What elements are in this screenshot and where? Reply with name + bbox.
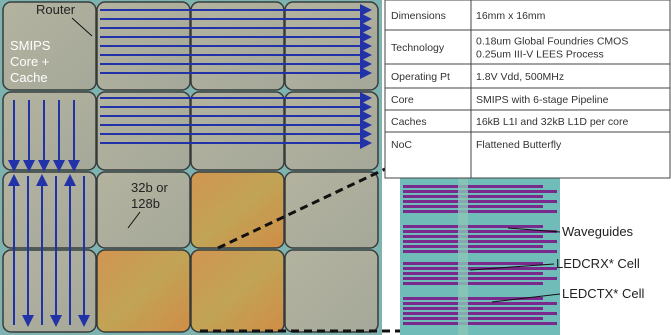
waveguide — [403, 250, 557, 253]
inset — [400, 160, 560, 335]
cell-key: Core — [391, 94, 414, 106]
waveguide — [403, 262, 543, 265]
tile — [97, 250, 190, 332]
waveguide — [403, 225, 543, 228]
cell-key: Operating Pt — [391, 71, 450, 83]
router-label: Router — [36, 2, 76, 17]
waveguide — [403, 235, 543, 238]
tile — [3, 92, 96, 170]
waveguide — [403, 272, 543, 275]
waveguide — [403, 307, 543, 310]
tile — [285, 172, 378, 248]
waveguide — [403, 277, 557, 280]
cell-value: SMIPS with 6-stage Pipeline — [476, 94, 609, 106]
waveguide — [403, 317, 543, 320]
waveguide — [403, 200, 557, 203]
cell-value: 16kB L1I and 32kB L1D per core — [476, 116, 629, 128]
waveguide — [403, 185, 543, 188]
cell-value: 16mm x 16mm — [476, 10, 546, 22]
table-frame — [385, 0, 670, 178]
tile — [3, 172, 96, 248]
cell-key: Technology — [391, 42, 445, 54]
figure: Dimensions 16mm x 16mm Technology 0.18um Gl… — [0, 0, 671, 335]
spec-table: Dimensions 16mm x 16mm Technology 0.18um Gl… — [385, 0, 670, 178]
waveguide — [403, 245, 543, 248]
tile — [97, 92, 190, 170]
tx-label: LEDCTX* Cell — [562, 286, 644, 301]
cell-value: Flattened Butterfly — [476, 139, 562, 151]
bus — [458, 160, 468, 335]
cell-key: Dimensions — [391, 10, 446, 22]
waveguide — [403, 195, 543, 198]
rx-label: LEDCRX* Cell — [556, 256, 640, 271]
tile — [3, 250, 96, 332]
waveguide — [403, 205, 543, 208]
waveguide — [403, 282, 543, 285]
cell-value: 0.18um Global Foundries CMOS — [476, 36, 628, 48]
waveguide — [403, 210, 557, 213]
waveguides-label: Waveguides — [562, 224, 634, 239]
die — [0, 0, 382, 335]
tile — [191, 92, 284, 170]
waveguide — [403, 190, 557, 193]
waveguide — [403, 240, 557, 243]
waveguide — [403, 302, 557, 305]
waveguide — [403, 322, 557, 325]
tile — [191, 250, 284, 332]
waveguide — [403, 312, 557, 315]
cell-value: 0.25um III-V LEES Process — [476, 49, 604, 61]
tile — [191, 172, 284, 248]
cell-key: NoC — [391, 139, 412, 151]
cell-key: Caches — [391, 116, 427, 128]
cell-value: 1.8V Vdd, 500MHz — [476, 71, 564, 83]
tile — [285, 92, 378, 170]
tile — [285, 250, 378, 332]
